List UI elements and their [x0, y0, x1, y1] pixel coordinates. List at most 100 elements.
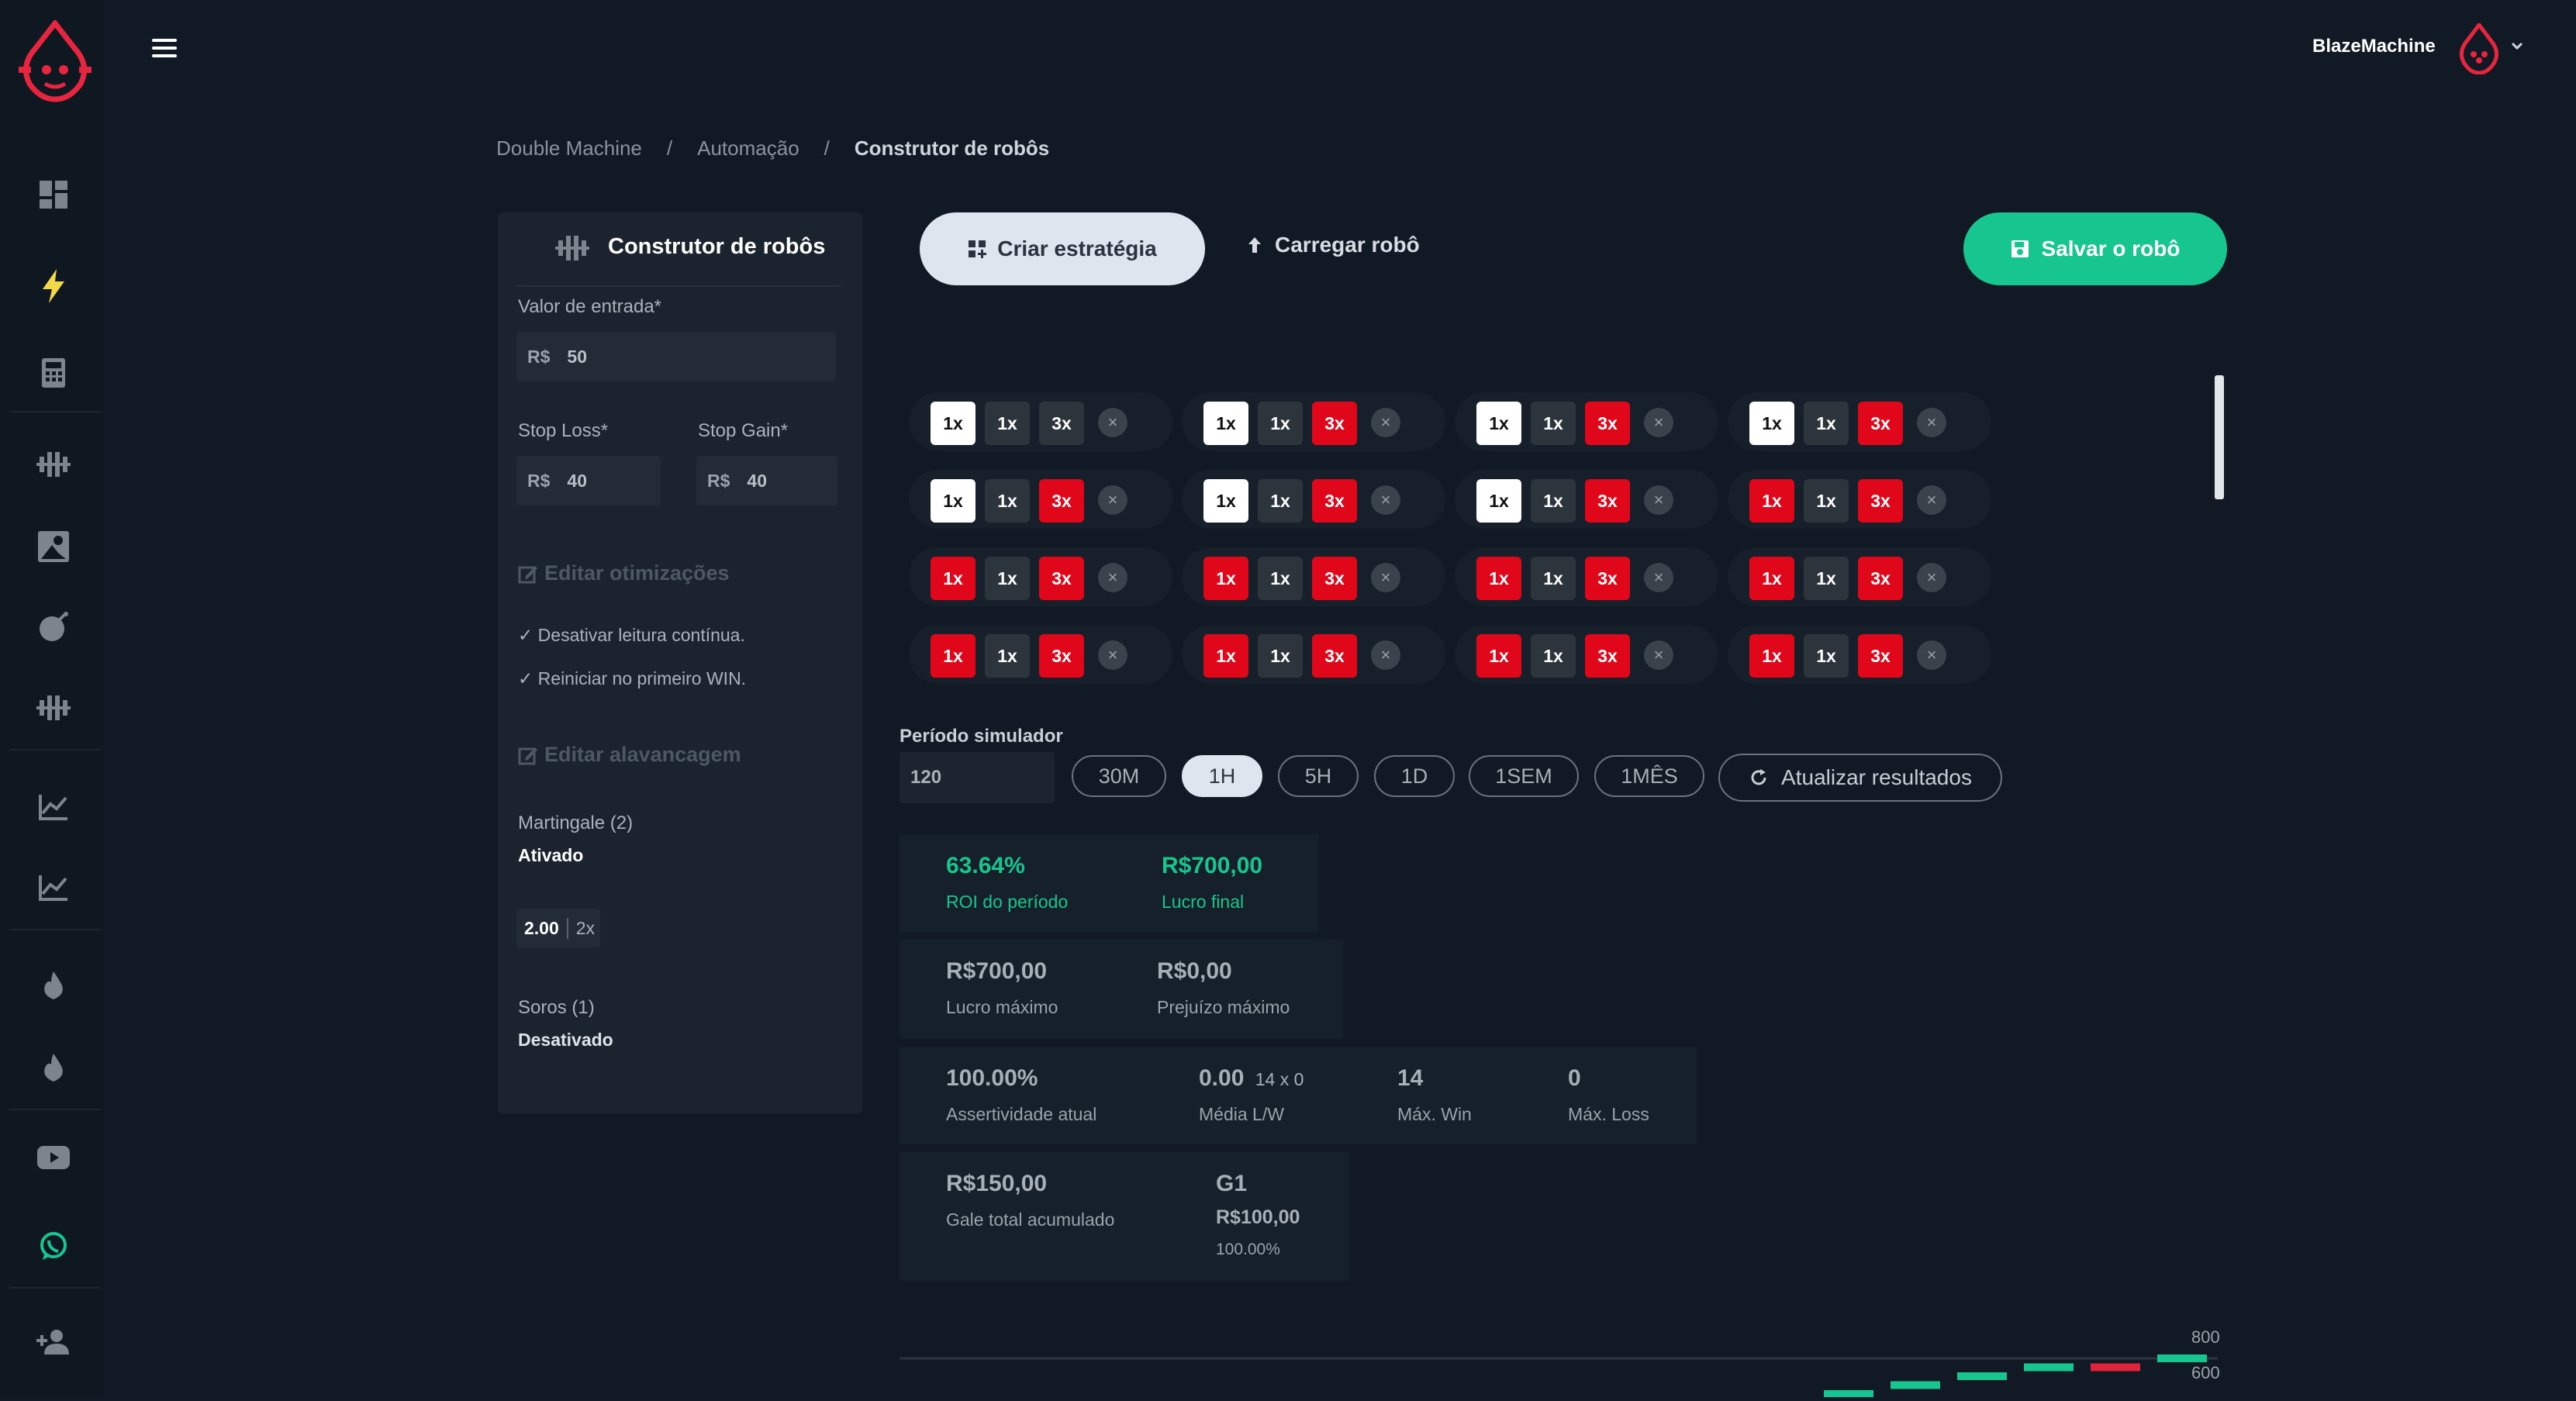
breadcrumb-automacao[interactable]: Automação — [697, 136, 799, 160]
scrollbar[interactable] — [2215, 375, 2224, 499]
strategy-chip[interactable]: 3x — [1585, 634, 1630, 678]
strategy-chip[interactable]: 3x — [1039, 634, 1084, 678]
remove-strategy-icon[interactable]: × — [1098, 563, 1127, 592]
remove-strategy-icon[interactable]: × — [1371, 408, 1400, 437]
strategy-chip[interactable]: 3x — [1312, 557, 1357, 600]
strategy-card[interactable]: 1x 1x 3x × — [1728, 625, 1991, 684]
strategy-chip[interactable]: 3x — [1312, 402, 1357, 445]
strategy-chip[interactable]: 3x — [1585, 402, 1630, 445]
strategy-chip[interactable]: 1x — [1531, 557, 1576, 600]
strategy-chip[interactable]: 1x — [1476, 557, 1521, 600]
entrada-field[interactable]: R$ 50 — [516, 332, 836, 381]
strategy-chip[interactable]: 1x — [1531, 634, 1576, 678]
strategy-chip[interactable]: 1x — [1258, 402, 1303, 445]
strategy-chip[interactable]: 1x — [931, 634, 975, 678]
remove-strategy-icon[interactable]: × — [1371, 563, 1400, 592]
strategy-card[interactable]: 1x 1x 3x × — [909, 470, 1172, 529]
remove-strategy-icon[interactable]: × — [1644, 408, 1673, 437]
image-icon[interactable] — [34, 527, 73, 566]
strategy-chip[interactable]: 1x — [1749, 557, 1794, 600]
strategy-chip[interactable]: 1x — [1804, 557, 1849, 600]
strategy-chip[interactable]: 1x — [1749, 634, 1794, 678]
strategy-chip[interactable]: 1x — [1476, 402, 1521, 445]
simulator-period-input[interactable]: 120 — [900, 752, 1055, 803]
strategy-chip[interactable]: 1x — [1804, 479, 1849, 523]
strategy-chip[interactable]: 1x — [1203, 634, 1248, 678]
strategy-card[interactable]: 1x 1x 3x × — [1455, 470, 1718, 529]
remove-strategy-icon[interactable]: × — [1098, 485, 1127, 515]
strategy-chip[interactable]: 3x — [1858, 634, 1903, 678]
strategy-chip[interactable]: 3x — [1858, 479, 1903, 523]
strategy-chip[interactable]: 3x — [1585, 557, 1630, 600]
strategy-card[interactable]: 1x 1x 3x × — [1455, 547, 1718, 606]
chevron-down-icon[interactable] — [2511, 40, 2523, 54]
username[interactable]: BlazeMachine — [2312, 36, 2436, 57]
whatsapp-icon[interactable] — [34, 1227, 73, 1265]
strategy-chip[interactable]: 3x — [1585, 479, 1630, 523]
lightning-icon[interactable] — [34, 267, 73, 305]
strategy-chip[interactable]: 1x — [985, 402, 1030, 445]
strategy-chip[interactable]: 1x — [931, 479, 975, 523]
edit-leverage-link[interactable]: Editar alavancagem — [518, 743, 741, 767]
logo-icon[interactable] — [14, 19, 96, 102]
strategy-chip[interactable]: 1x — [985, 634, 1030, 678]
line-chart-icon-2[interactable] — [34, 868, 73, 907]
strategy-card[interactable]: 1x 1x 3x × — [1455, 625, 1718, 684]
stop-gain-field[interactable]: R$ 40 — [696, 456, 837, 506]
strategy-chip[interactable]: 1x — [1203, 479, 1248, 523]
strategy-card[interactable]: 1x 1x 3x × — [1455, 392, 1718, 451]
strategy-chip[interactable]: 1x — [1258, 479, 1303, 523]
strategy-chip[interactable]: 3x — [1312, 634, 1357, 678]
period-30m-button[interactable]: 30M — [1072, 755, 1166, 797]
remove-strategy-icon[interactable]: × — [1917, 485, 1946, 515]
strategy-card[interactable]: 1x 1x 3x × — [1182, 470, 1445, 529]
remove-strategy-icon[interactable]: × — [1644, 485, 1673, 515]
strategy-card[interactable]: 1x 1x 3x × — [909, 392, 1172, 451]
stop-loss-field[interactable]: R$ 40 — [516, 456, 661, 506]
create-strategy-button[interactable]: Criar estratégia — [920, 212, 1205, 285]
strategy-chip[interactable]: 1x — [1749, 479, 1794, 523]
strategy-card[interactable]: 1x 1x 3x × — [1728, 392, 1991, 451]
option-reiniciar-win[interactable]: ✓ Reiniciar no primeiro WIN. — [518, 668, 746, 689]
strategy-card[interactable]: 1x 1x 3x × — [1182, 625, 1445, 684]
remove-strategy-icon[interactable]: × — [1098, 408, 1127, 437]
remove-strategy-icon[interactable]: × — [1917, 640, 1946, 670]
strategy-chip[interactable]: 1x — [1531, 402, 1576, 445]
strategy-chip[interactable]: 1x — [1258, 634, 1303, 678]
hamburger-menu-icon[interactable] — [152, 39, 177, 59]
strategy-chip[interactable]: 1x — [931, 402, 975, 445]
strategy-chip[interactable]: 3x — [1039, 402, 1084, 445]
save-robot-button[interactable]: Salvar o robô — [1963, 212, 2227, 285]
strategy-card[interactable]: 1x 1x 3x × — [1182, 547, 1445, 606]
strategy-chip[interactable]: 1x — [931, 557, 975, 600]
strategy-chip[interactable]: 3x — [1039, 479, 1084, 523]
remove-strategy-icon[interactable]: × — [1644, 640, 1673, 670]
add-user-icon[interactable] — [34, 1323, 73, 1361]
calculator-icon[interactable] — [34, 354, 73, 392]
fire-icon[interactable] — [34, 966, 73, 1005]
strategy-chip[interactable]: 1x — [985, 557, 1030, 600]
martingale-multiplier[interactable]: 2.00 2x — [516, 909, 600, 947]
strategy-chip[interactable]: 1x — [1804, 402, 1849, 445]
breadcrumb-double-machine[interactable]: Double Machine — [496, 136, 642, 160]
remove-strategy-icon[interactable]: × — [1644, 563, 1673, 592]
avatar[interactable] — [2455, 21, 2503, 75]
strategy-chip[interactable]: 1x — [1531, 479, 1576, 523]
edit-optimizations-link[interactable]: Editar otimizações — [518, 561, 730, 585]
period-1sem-button[interactable]: 1SEM — [1469, 755, 1579, 797]
period-5h-button[interactable]: 5H — [1278, 755, 1359, 797]
bomb-icon[interactable] — [34, 608, 73, 647]
period-1d-button[interactable]: 1D — [1374, 755, 1455, 797]
remove-strategy-icon[interactable]: × — [1917, 563, 1946, 592]
strategy-chip[interactable]: 3x — [1312, 479, 1357, 523]
strategy-chip[interactable]: 1x — [1749, 402, 1794, 445]
remove-strategy-icon[interactable]: × — [1917, 408, 1946, 437]
period-1mes-button[interactable]: 1MÊS — [1594, 755, 1704, 797]
strategy-card[interactable]: 1x 1x 3x × — [909, 625, 1172, 684]
strategy-card[interactable]: 1x 1x 3x × — [1182, 392, 1445, 451]
strategy-chip[interactable]: 1x — [1476, 634, 1521, 678]
strategy-chip[interactable]: 3x — [1039, 557, 1084, 600]
strategy-chip[interactable]: 1x — [1476, 479, 1521, 523]
strategy-chip[interactable]: 3x — [1858, 402, 1903, 445]
strategy-card[interactable]: 1x 1x 3x × — [909, 547, 1172, 606]
